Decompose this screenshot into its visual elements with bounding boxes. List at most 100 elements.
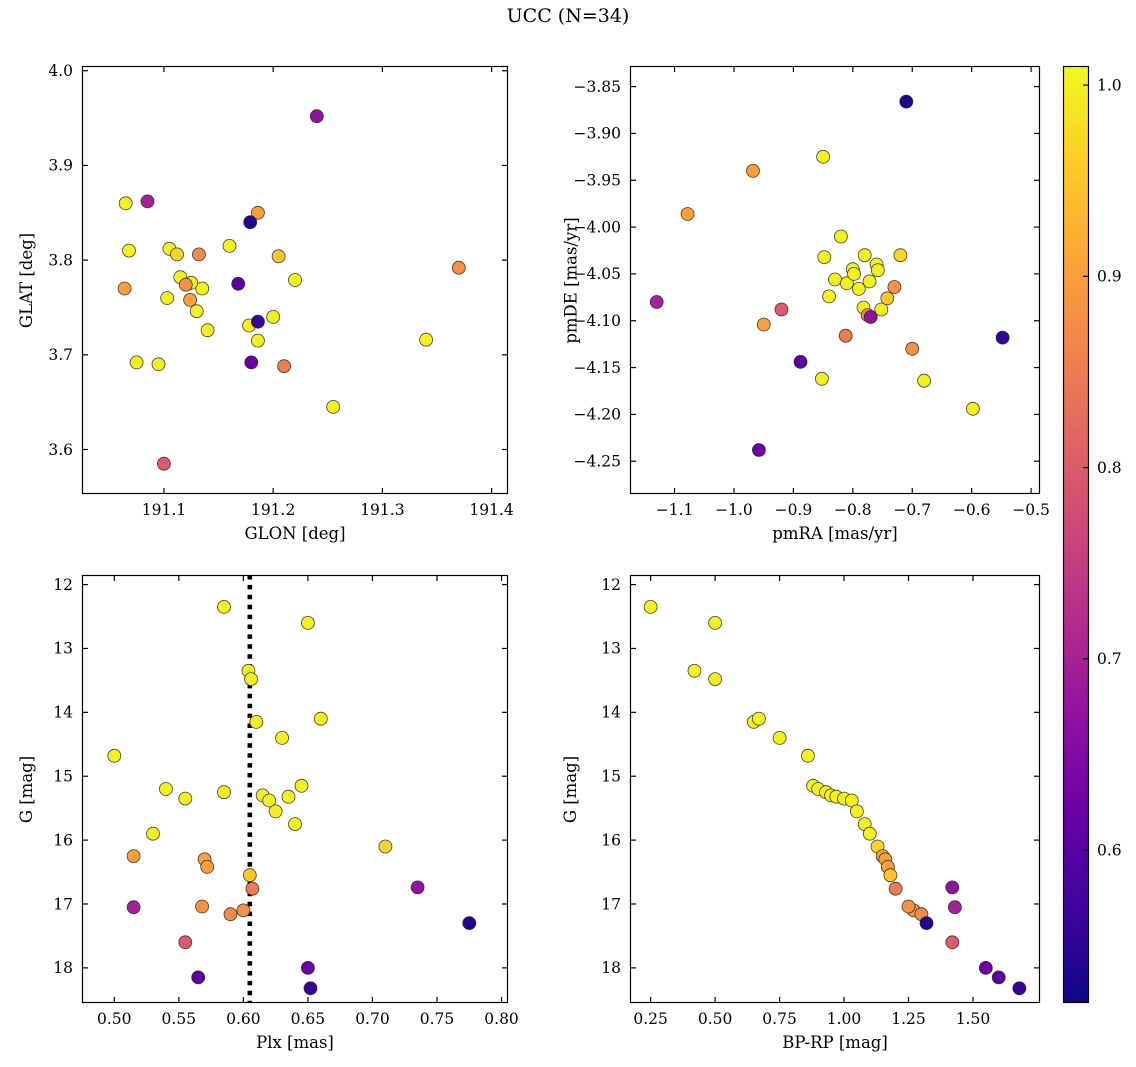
x-tick-label: 191.4	[469, 501, 514, 519]
data-point	[800, 748, 815, 763]
data-point	[708, 672, 722, 686]
data-point	[151, 357, 166, 372]
y-tick-label: 16	[53, 831, 73, 849]
data-point	[126, 900, 141, 915]
data-point	[313, 711, 328, 726]
ylabel-g-right: G [mag]	[561, 755, 581, 823]
x-tick-label: 0.50	[97, 1010, 132, 1028]
ylabel-glat: GLAT [deg]	[17, 232, 37, 328]
x-tick-label: 191.1	[142, 501, 186, 519]
data-point	[244, 355, 259, 370]
data-point	[839, 276, 854, 291]
data-point	[828, 272, 842, 287]
data-point	[200, 859, 215, 874]
data-point	[888, 881, 903, 896]
panel-glon-glat: 191.1 191.2 191.3 191.4 3.6 3.7 3.8 3.9 4.0	[48, 62, 514, 519]
x-tick-label: 1.25	[891, 1010, 926, 1028]
axes-frame	[81, 574, 509, 1004]
data-point	[863, 310, 878, 324]
data-point	[816, 149, 831, 164]
y-tick-label: −4.20	[574, 406, 622, 424]
data-point	[919, 916, 934, 931]
x-tick-label: −0.7	[893, 501, 931, 519]
x-tick-label: 0.65	[291, 1010, 326, 1028]
x-tick-label: 0.60	[226, 1010, 261, 1028]
data-point	[874, 302, 889, 317]
data-point	[817, 250, 832, 265]
data-point	[122, 243, 136, 258]
x-tick-label: 191.2	[251, 501, 295, 519]
xlabel-bprp: BP-RP [mag]	[782, 1033, 888, 1052]
y-tick-label: −3.90	[574, 125, 622, 143]
data-point	[901, 899, 916, 914]
data-point	[217, 785, 231, 800]
data-point	[195, 899, 209, 914]
data-point	[774, 302, 789, 317]
y-tick-label: 13	[601, 640, 621, 658]
data-point	[200, 323, 215, 338]
data-point	[271, 249, 286, 264]
y-tick-label: −4.15	[574, 359, 622, 377]
y-tick-label: 3.9	[48, 157, 73, 175]
y-tick-label: −4.05	[574, 265, 622, 283]
y-tick-label: 3.6	[48, 441, 73, 459]
glon-glat-plot: 191.1 191.2 191.3 191.4 3.6 3.7 3.8 3.9 4.0	[48, 62, 514, 519]
data-point	[159, 782, 173, 796]
y-tick-label: 18	[53, 959, 73, 977]
data-point	[118, 196, 133, 211]
colorbar: 1.0 0.9 0.8 0.7 0.6	[1062, 65, 1122, 1004]
x-tick-label: −0.6	[953, 501, 991, 519]
data-point	[107, 748, 122, 763]
data-point	[847, 266, 861, 281]
data-point	[862, 274, 877, 289]
colorbar-tick-label: 1.0	[1097, 76, 1122, 94]
data-point	[300, 960, 315, 975]
y-tick-label: 14	[601, 704, 621, 722]
data-point	[419, 332, 434, 347]
data-point	[893, 248, 908, 263]
data-point	[117, 281, 132, 296]
y-tick-label: −4.00	[574, 218, 622, 236]
data-point	[772, 730, 787, 745]
data-point	[880, 291, 895, 306]
data-point	[250, 333, 265, 348]
data-point	[189, 304, 204, 319]
x-tick-label: 0.70	[355, 1010, 390, 1028]
data-point	[126, 849, 141, 864]
data-point	[643, 599, 658, 614]
data-point	[236, 903, 251, 918]
y-tick-label: 18	[601, 959, 621, 977]
data-point	[300, 616, 315, 630]
x-tick-label: 1.50	[956, 1010, 991, 1028]
data-point	[275, 730, 290, 745]
plx-g-plot: 0.50 0.55 0.60 0.65 0.70 0.75 0.80 12 13 14 15 16 17…	[53, 574, 519, 1028]
y-tick-label: 16	[601, 831, 621, 849]
data-point	[262, 793, 277, 808]
x-tick-label: −0.8	[834, 501, 872, 519]
y-tick-label: 12	[601, 576, 621, 594]
y-tick-label: 15	[601, 767, 621, 785]
data-point	[687, 663, 702, 678]
x-tick-label: 0.75	[762, 1010, 797, 1028]
data-point	[250, 314, 265, 329]
axes-frame	[629, 65, 1041, 495]
data-point	[303, 981, 318, 996]
data-point	[862, 826, 877, 841]
data-point	[751, 711, 766, 726]
data-point	[140, 194, 155, 209]
data-point	[326, 399, 341, 414]
data-point	[222, 238, 237, 253]
colorbar-tick-label: 0.7	[1097, 650, 1122, 668]
x-tick-label: −0.9	[775, 501, 813, 519]
data-point	[157, 456, 171, 471]
pm-plot: −1.1 −1.0 −0.9 −0.8 −0.7 −0.6 −0.5 −3.85 −3.90 −3…	[574, 65, 1050, 519]
data-point	[870, 263, 885, 278]
x-tick-label: 0.55	[162, 1010, 197, 1028]
data-point	[231, 276, 246, 291]
data-point	[266, 309, 281, 324]
x-tick-label: −0.5	[1012, 501, 1050, 519]
colorbar-tick-label: 0.8	[1097, 459, 1122, 477]
xlabel-plx: Plx [mas]	[256, 1033, 334, 1052]
data-point	[160, 291, 175, 305]
